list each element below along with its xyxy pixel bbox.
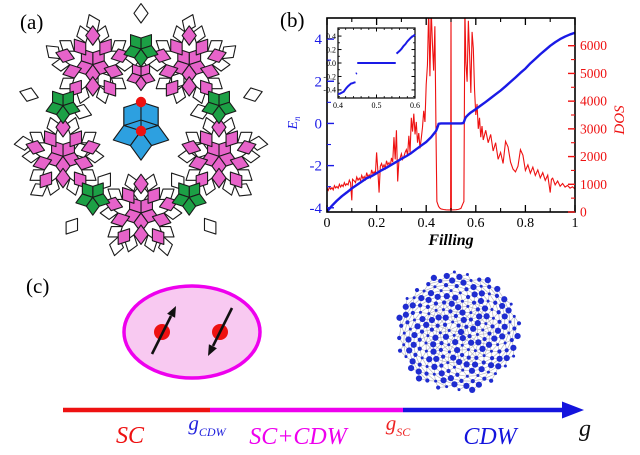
svg-text:6000: 6000	[580, 38, 607, 53]
svg-text:4: 4	[315, 32, 323, 48]
svg-text:0.6: 0.6	[410, 101, 420, 110]
svg-text:0.2: 0.2	[326, 45, 336, 54]
label-sc: SC	[116, 423, 145, 449]
confined-state-dots	[135, 96, 147, 137]
label-g-cdw: gCDW	[188, 411, 226, 439]
svg-text:-0.2: -0.2	[323, 72, 336, 81]
spin-up-arrow	[150, 315, 173, 355]
x-axis-label: Filling	[427, 232, 473, 249]
svg-text:0.4: 0.4	[333, 101, 343, 110]
panel-a-label: (a)	[20, 10, 44, 34]
svg-text:0: 0	[580, 205, 587, 220]
label-sc-cdw: SC+CDW	[249, 424, 349, 450]
panel-c-label: (c)	[26, 274, 50, 298]
svg-text:2: 2	[315, 74, 323, 90]
tiling-tiles	[13, 3, 269, 257]
svg-text:1000: 1000	[580, 177, 607, 192]
label-g-axis: g	[579, 416, 591, 442]
svg-text:0.8: 0.8	[517, 216, 535, 231]
svg-text:0.5: 0.5	[372, 101, 382, 110]
svg-text:5000: 5000	[580, 66, 607, 81]
svg-text:0: 0	[315, 116, 323, 132]
svg-text:-4: -4	[310, 201, 323, 217]
svg-text:3000: 3000	[580, 121, 607, 136]
phase-diagram: SC gCDW SC+CDW gSC CDW g	[63, 270, 591, 450]
svg-text:0: 0	[324, 216, 331, 231]
svg-text:0.0: 0.0	[326, 59, 336, 68]
svg-text:1: 1	[572, 216, 579, 231]
panel-b-label: (b)	[280, 8, 305, 32]
cdw-lattice	[396, 270, 522, 393]
svg-text:0.4: 0.4	[326, 32, 336, 41]
label-g-sc: gSC	[386, 411, 412, 439]
penrose-tiling	[13, 3, 269, 257]
spin-down-arrow	[211, 307, 234, 347]
label-cdw: CDW	[463, 424, 518, 450]
svg-text:0.4: 0.4	[417, 216, 435, 231]
svg-text:-2: -2	[310, 159, 323, 175]
energy-dos-chart: 0 0.2 0.4 0.6 0.8 1 -4 -2 0 2 4 0 1000 2000 3000 4000 50…	[288, 17, 628, 249]
spin-down-arrowhead	[208, 344, 217, 356]
y-axis-right-label: DOS	[612, 105, 628, 136]
svg-text:0.6: 0.6	[467, 216, 485, 231]
svg-text:4000: 4000	[580, 94, 607, 109]
svg-text:0.2: 0.2	[368, 216, 386, 231]
axis-arrowhead	[562, 401, 584, 419]
y-axis-left-label: En	[288, 116, 302, 131]
svg-text:2000: 2000	[580, 149, 607, 164]
cooper-pair-ellipse	[122, 284, 262, 380]
spin-up-arrowhead	[167, 306, 176, 318]
svg-text:-0.4: -0.4	[323, 86, 336, 95]
